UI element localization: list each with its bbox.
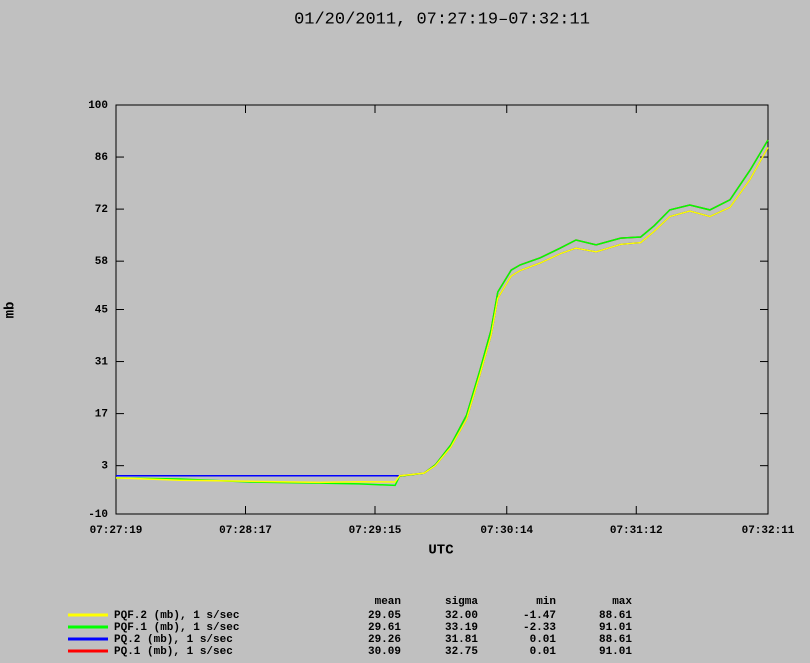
y-tick-label: 3 [101, 461, 108, 473]
stat-value: -1.47 [523, 610, 556, 622]
stat-value: 91.01 [599, 646, 632, 658]
stat-value: -2.33 [523, 622, 556, 634]
stat-value: 33.19 [445, 622, 478, 634]
stat-value: 30.09 [368, 646, 401, 658]
stat-header: min [536, 596, 556, 608]
stat-value: 29.61 [368, 622, 401, 634]
legend-label: PQF.2 (mb), 1 s/sec [114, 610, 239, 622]
y-axis-label: mb [3, 302, 19, 319]
x-tick-label: 07:28:17 [219, 525, 272, 537]
stat-header: max [612, 596, 632, 608]
y-tick-label: 86 [95, 152, 108, 164]
y-tick-label: -10 [88, 509, 108, 521]
stat-value: 29.26 [368, 634, 401, 646]
y-tick-label: 100 [88, 100, 108, 112]
stat-header: sigma [445, 596, 478, 608]
stat-value: 91.01 [599, 622, 632, 634]
y-tick-label: 72 [95, 204, 108, 216]
x-tick-label: 07:32:11 [742, 525, 795, 537]
x-axis-label: UTC [428, 543, 454, 559]
legend-label: PQ.2 (mb), 1 s/sec [114, 634, 233, 646]
stat-value: 88.61 [599, 610, 632, 622]
chart-title: 01/20/2011, 07:27:19–07:32:11 [294, 10, 590, 29]
x-tick-label: 07:31:12 [610, 525, 663, 537]
stat-value: 88.61 [599, 634, 632, 646]
legend-label: PQ.1 (mb), 1 s/sec [114, 646, 233, 658]
x-tick-label: 07:27:19 [90, 525, 143, 537]
y-tick-label: 58 [95, 256, 109, 268]
series-line [115, 139, 769, 487]
series-line [115, 147, 769, 484]
x-tick-label: 07:30:14 [480, 525, 533, 537]
stat-value: 29.05 [368, 610, 401, 622]
stat-value: 32.00 [445, 610, 478, 622]
y-tick-label: 17 [95, 409, 108, 421]
stat-value: 32.75 [445, 646, 478, 658]
y-tick-label: 45 [95, 304, 109, 316]
x-tick-label: 07:29:15 [349, 525, 402, 537]
stat-value: 0.01 [530, 634, 557, 646]
stat-value: 31.81 [445, 634, 478, 646]
y-tick-label: 31 [95, 356, 109, 368]
stat-value: 0.01 [530, 646, 557, 658]
stat-header: mean [375, 596, 401, 608]
legend-label: PQF.1 (mb), 1 s/sec [114, 622, 239, 634]
